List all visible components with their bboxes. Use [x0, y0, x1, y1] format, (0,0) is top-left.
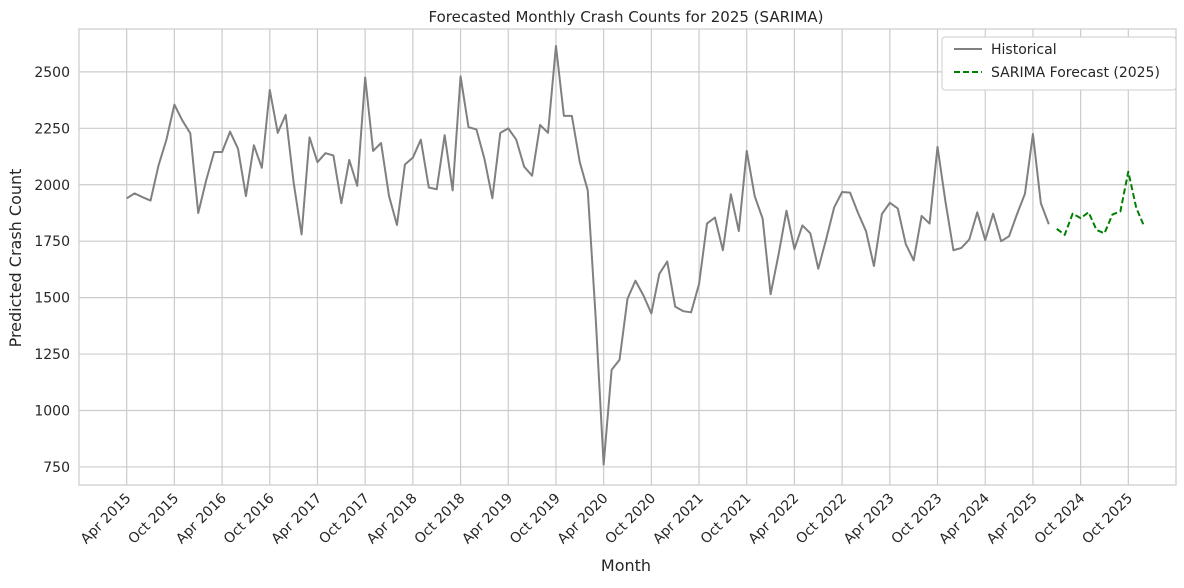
y-axis-title: Predicted Crash Count — [6, 169, 25, 348]
x-axis-title: Month — [601, 556, 651, 575]
series-layer — [126, 44, 1146, 466]
legend-box — [941, 36, 1177, 91]
legend-label-forecast: SARIMA Forecast (2025) — [991, 65, 1160, 81]
y-tick-label: 1000 — [34, 404, 70, 420]
y-tick-label: 750 — [43, 460, 70, 476]
legend: Historical SARIMA Forecast (2025) — [941, 36, 1177, 91]
forecast-series-line — [1056, 170, 1146, 236]
legend-label-historical: Historical — [991, 42, 1057, 58]
plot-frame — [78, 28, 1177, 486]
grid-layer — [79, 29, 1176, 485]
y-tick-label: 2250 — [34, 121, 70, 137]
y-tick-label: 1250 — [34, 347, 70, 363]
historical-series-line — [126, 44, 1050, 466]
y-tick-label: 2000 — [34, 178, 70, 194]
y-tick-label: 1750 — [34, 234, 70, 250]
y-tick-label: 1500 — [34, 291, 70, 307]
y-tick-label: 2500 — [34, 65, 70, 81]
chart-title: Forecasted Monthly Crash Counts for 2025… — [428, 8, 823, 26]
